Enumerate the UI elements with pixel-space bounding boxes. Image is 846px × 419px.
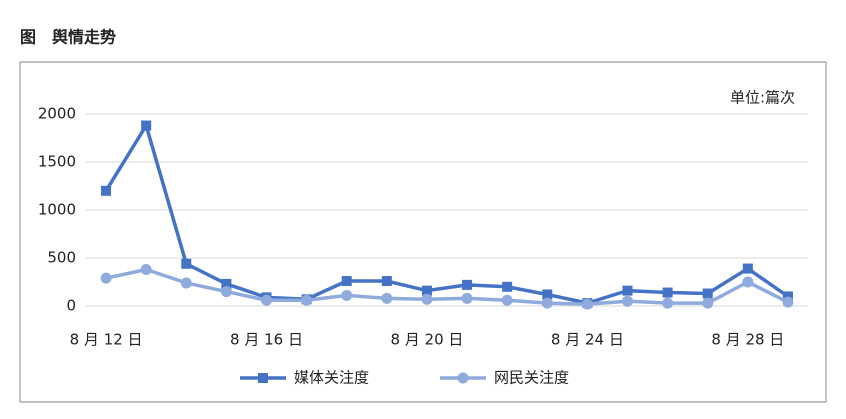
x-tick-label: 8 月 28 日 — [711, 331, 784, 349]
marker — [662, 297, 674, 309]
marker — [220, 286, 232, 298]
chart-frame — [19, 61, 827, 403]
marker — [702, 288, 713, 299]
marker — [742, 263, 753, 274]
marker — [622, 295, 633, 307]
marker — [101, 185, 112, 196]
series-line — [104, 121, 789, 305]
series-line — [105, 267, 789, 306]
marker — [501, 294, 513, 306]
marker — [100, 272, 112, 284]
marker — [341, 289, 353, 301]
marker — [502, 281, 513, 292]
marker — [462, 279, 473, 290]
marker — [542, 289, 553, 300]
marker — [662, 287, 673, 298]
marker — [702, 297, 714, 309]
legend-marker — [258, 373, 268, 383]
marker — [221, 278, 232, 289]
figure-title: 图 舆情走势 — [20, 28, 116, 47]
marker — [341, 276, 352, 287]
marker — [301, 294, 313, 306]
unit-note: 单位:篇次 — [730, 89, 795, 107]
x-tick-label: 8 月 12 日 — [70, 331, 143, 349]
marker — [381, 276, 392, 287]
legend-label: 媒体关注度 — [294, 369, 369, 387]
marker — [261, 294, 272, 306]
marker — [381, 292, 393, 304]
marker — [782, 296, 794, 308]
marker — [622, 285, 633, 296]
y-tick-label: 2000 — [38, 105, 76, 123]
x-tick-label: 8 月 16 日 — [230, 331, 303, 349]
marker — [461, 292, 473, 304]
marker — [581, 298, 593, 310]
y-tick-label: 0 — [66, 297, 76, 315]
y-tick-label: 500 — [47, 249, 76, 267]
legend-marker — [457, 372, 469, 384]
marker — [181, 258, 192, 269]
marker — [742, 276, 754, 288]
y-tick-label: 1000 — [38, 201, 76, 219]
x-tick-label: 8 月 24 日 — [551, 331, 624, 349]
marker — [141, 120, 152, 131]
y-tick-label: 1500 — [38, 153, 76, 171]
marker — [421, 293, 433, 305]
legend-label: 网民关注度 — [494, 369, 569, 387]
marker — [541, 297, 553, 309]
marker — [140, 264, 152, 276]
marker — [782, 291, 793, 302]
marker — [180, 277, 192, 289]
x-tick-label: 8 月 20 日 — [390, 331, 463, 349]
marker — [421, 285, 432, 296]
